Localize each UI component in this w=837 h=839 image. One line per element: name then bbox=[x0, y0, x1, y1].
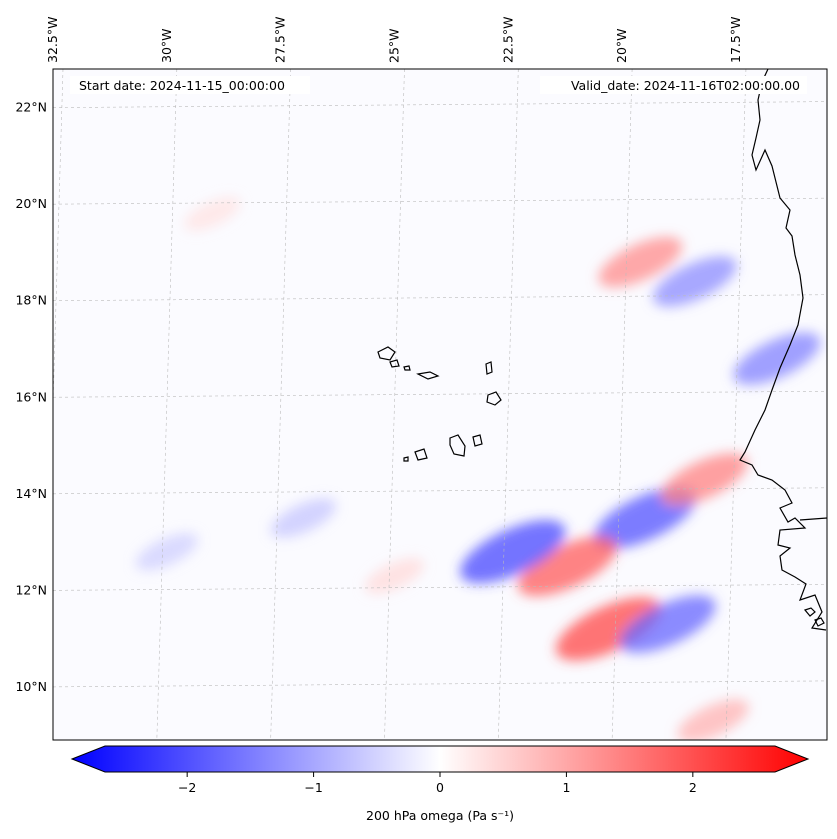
meridian-line bbox=[270, 69, 291, 740]
island-sal bbox=[485, 361, 493, 375]
longitude-label: 30°W bbox=[159, 28, 174, 63]
colorbar-ticks: −2 −1 0 1 2 bbox=[178, 772, 697, 795]
cape-verde-islands bbox=[377, 346, 502, 462]
coastlines bbox=[739, 69, 827, 631]
omega-anomaly-5 bbox=[660, 453, 748, 506]
colorbar-tick-label: −2 bbox=[178, 780, 196, 795]
omega-anomaly-10 bbox=[270, 498, 336, 538]
meridian-line bbox=[611, 69, 633, 740]
omega-anomaly-12 bbox=[677, 699, 749, 740]
omega-anomaly-11 bbox=[365, 558, 424, 594]
omega-anomaly-6 bbox=[598, 237, 683, 288]
longitude-label: 25°W bbox=[386, 28, 401, 63]
colorbar-tick-label: 1 bbox=[562, 780, 570, 795]
island-santiago bbox=[449, 434, 466, 457]
colorbar-label: 200 hPa omega (Pa s⁻¹) bbox=[366, 808, 514, 823]
longitude-label: 22.5°W bbox=[500, 17, 515, 63]
omega-anomaly-4 bbox=[619, 595, 716, 653]
colorbar-tick-label: 2 bbox=[689, 780, 697, 795]
meridian-line bbox=[725, 69, 747, 740]
island-santo-antao bbox=[377, 346, 396, 361]
colorbar-tick-label: 0 bbox=[436, 780, 444, 795]
longitude-label: 17.5°W bbox=[728, 17, 743, 63]
colorbar-bar bbox=[70, 745, 810, 773]
start-date-box bbox=[70, 76, 310, 94]
omega-anomaly-7 bbox=[653, 256, 737, 307]
gridlines bbox=[53, 69, 827, 740]
omega-field bbox=[135, 197, 821, 740]
latitude-label: 16°N bbox=[15, 389, 47, 404]
island-fogo bbox=[414, 448, 428, 461]
longitude-labels: 32.5°W 30°W 27.5°W 25°W 22.5°W 20°W 17.5°W bbox=[45, 17, 743, 63]
latitude-labels: 22°N 20°N 18°N 16°N 14°N 12°N 10°N bbox=[15, 100, 47, 694]
map-background bbox=[53, 69, 827, 740]
island-santa-luzia bbox=[403, 365, 411, 371]
island-brava bbox=[403, 456, 409, 462]
island-sao-nicolau bbox=[416, 371, 440, 380]
island-maio bbox=[472, 434, 483, 447]
valid-date-box bbox=[540, 76, 807, 94]
longitude-label: 20°W bbox=[614, 28, 629, 63]
omega-anomaly-3 bbox=[555, 597, 662, 661]
latitude-label: 14°N bbox=[15, 486, 47, 501]
valid-date-label: Valid_date: 2024-11-16T02:00:00.00 bbox=[571, 78, 800, 93]
guinea-islands bbox=[803, 607, 825, 627]
latitude-label: 20°N bbox=[15, 196, 47, 211]
latitude-label: 12°N bbox=[15, 582, 47, 597]
senegal-mouth bbox=[799, 517, 827, 521]
start-date-label: Start date: 2024-11-15_00:00:00 bbox=[79, 78, 285, 93]
map-frame bbox=[52, 68, 828, 741]
longitude-label: 27.5°W bbox=[273, 17, 288, 63]
colorbar: −2 −1 0 1 2 200 hPa omega (Pa s⁻¹) bbox=[70, 745, 810, 823]
latitude-label: 10°N bbox=[15, 679, 47, 694]
omega-anomaly-9 bbox=[135, 533, 198, 571]
omega-anomaly-8 bbox=[733, 332, 821, 385]
omega-anomaly-13 bbox=[184, 197, 241, 231]
latitude-label: 18°N bbox=[15, 293, 47, 308]
island-boa-vista bbox=[486, 391, 502, 406]
omega-anomaly-2 bbox=[460, 520, 566, 584]
africa-coastline bbox=[739, 69, 827, 631]
meridian-line bbox=[497, 69, 519, 740]
latitude-label: 22°N bbox=[15, 100, 47, 115]
colorbar-tick-label: −1 bbox=[304, 780, 322, 795]
omega-anomaly-1 bbox=[517, 536, 618, 596]
meridian-line bbox=[156, 69, 178, 740]
island-sao-vicente bbox=[389, 359, 400, 368]
meridian-line bbox=[384, 69, 405, 740]
longitude-label: 32.5°W bbox=[45, 17, 60, 63]
